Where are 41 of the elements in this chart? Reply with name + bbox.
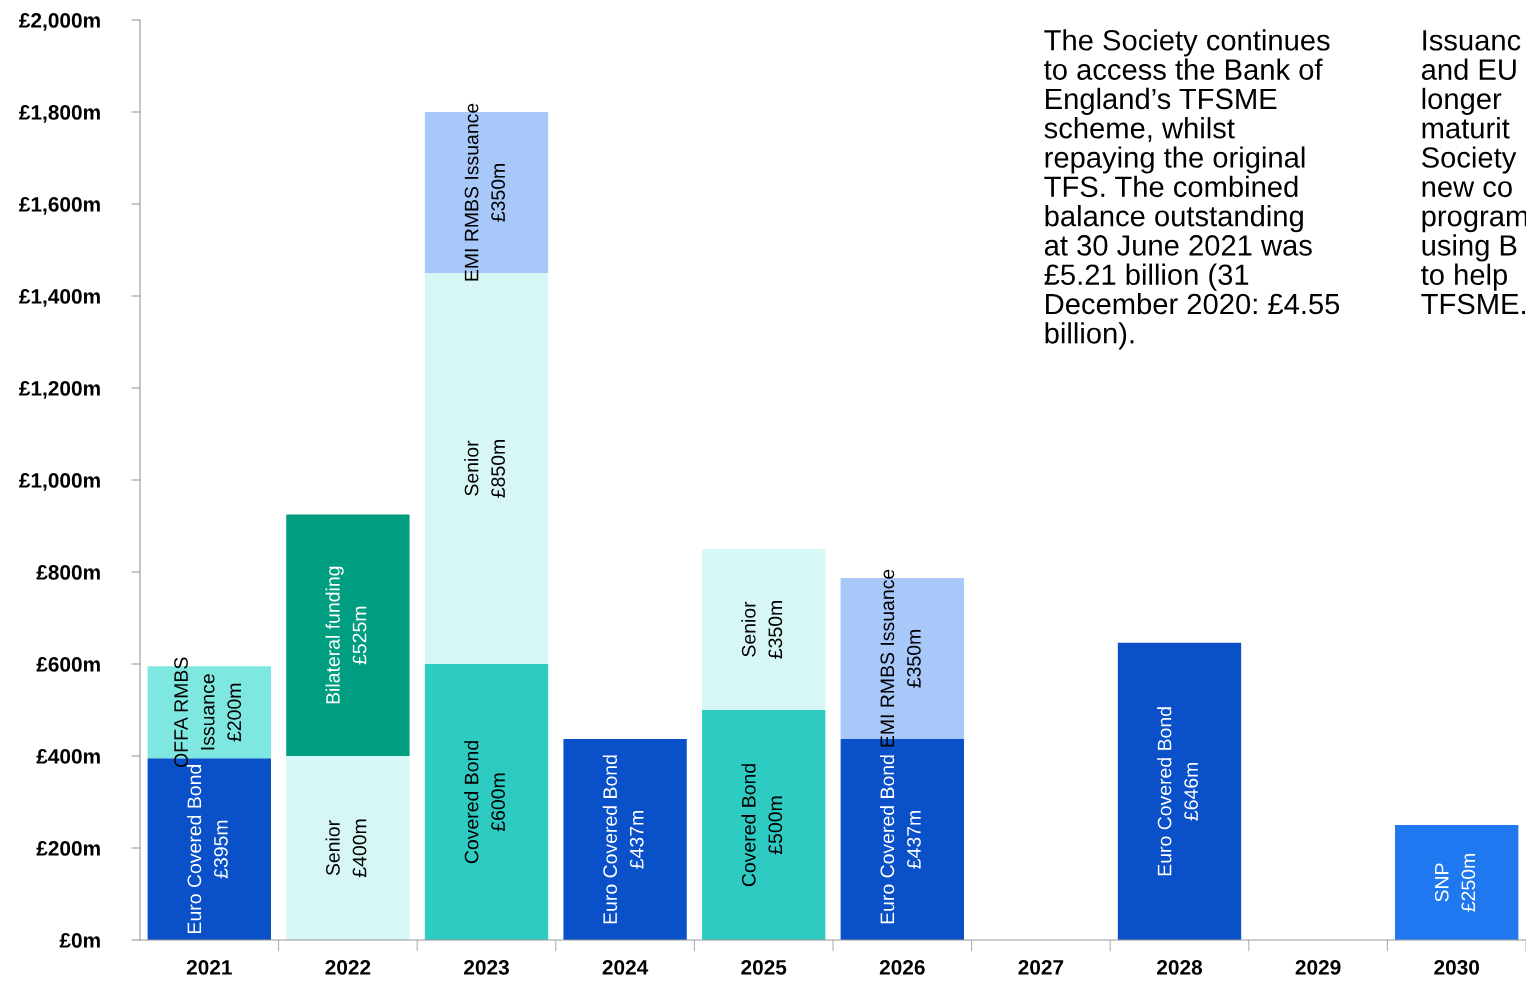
y-tick-label: £0m	[59, 933, 100, 948]
y-tick-label: £2,000m	[19, 13, 100, 31]
x-tick-label: 2026	[879, 959, 925, 975]
data-label: Euro Covered Bond £646m	[1157, 707, 1199, 876]
bar	[1395, 825, 1519, 940]
x-tick-label: 2022	[325, 959, 371, 975]
bar	[702, 710, 826, 940]
data-label: EMI RMBS Issuance £350m	[880, 569, 921, 747]
data-label: EMI RMBS Issuance £350m	[464, 103, 506, 281]
data-label: Bilateral funding £525m	[325, 566, 367, 704]
bar	[286, 514, 410, 756]
y-tick-label: £1,600m	[19, 197, 100, 215]
text: The Society continues to access the Bank of England’s TFSME scheme, whilst repaying the original TFS. The combined balance outstanding at 30 June 2021 was £5.21 billion (31 December 2020: £4.55 billion).	[1044, 29, 1340, 350]
y-tick-label: £600m	[36, 657, 100, 672]
data-label: Euro Covered Bond £437m	[602, 755, 644, 924]
data-label: Covered Bond £600m	[464, 741, 506, 864]
y-tick-label: £1,400m	[19, 289, 100, 307]
y-tick-label: £1,000m	[19, 473, 100, 491]
data-label: Euro Covered Bond £437m	[879, 755, 921, 924]
y-tick-label: £1,200m	[19, 381, 100, 399]
x-tick-label: 2021	[186, 959, 232, 975]
bar	[1117, 642, 1242, 940]
bar	[424, 664, 549, 940]
x-tick-label: 2027	[1018, 959, 1064, 975]
bar	[702, 549, 826, 710]
x-tick-label: 2028	[1157, 959, 1203, 975]
y-tick-label: £400m	[36, 749, 100, 764]
bar	[563, 738, 687, 940]
y-tick-label: £1,800m	[19, 105, 100, 123]
y-tick-label: £800m	[36, 565, 100, 580]
data-label: Senior £850m	[464, 440, 506, 498]
x-tick-label: 2029	[1295, 959, 1341, 975]
x-tick-label: 2023	[464, 959, 509, 975]
y-tick-label: £200m	[36, 841, 100, 856]
data-label: Senior £400m	[325, 819, 367, 878]
x-tick-label: 2030	[1434, 959, 1480, 975]
data-label: Senior £350m	[741, 601, 783, 659]
data-label: Covered Bond £500m	[741, 764, 783, 887]
data-label: SNP £250m	[1434, 854, 1476, 912]
x-tick-label: 2024	[602, 959, 649, 975]
x-tick-label: 2025	[741, 959, 787, 975]
